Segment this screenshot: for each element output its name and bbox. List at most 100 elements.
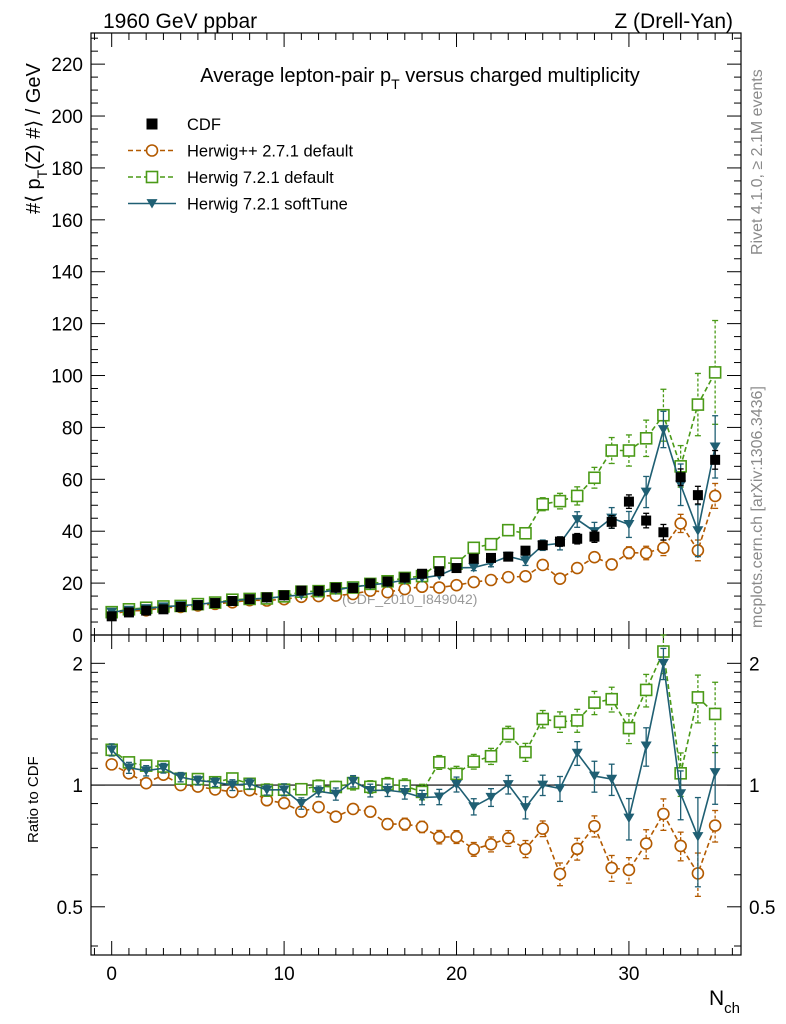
data-point xyxy=(382,576,393,587)
x-axis-label: Nch xyxy=(709,987,740,1017)
data-point xyxy=(537,540,548,551)
data-point xyxy=(692,490,703,501)
data-point xyxy=(588,696,601,709)
mcplots-info: mcplots.cern.ch [arXiv:1306.3436] xyxy=(749,386,766,628)
ratio-y-tick-label: 2 xyxy=(72,654,83,675)
data-point xyxy=(278,785,290,795)
data-point xyxy=(296,585,307,596)
header-energy: 1960 GeV ppbar xyxy=(103,10,257,33)
data-point xyxy=(175,772,187,783)
data-point xyxy=(588,771,600,781)
data-point xyxy=(606,516,617,527)
data-point xyxy=(536,712,550,726)
data-point xyxy=(329,810,343,823)
data-point xyxy=(399,572,410,583)
ratio-y-tick-label: 2 xyxy=(749,654,760,675)
data-point xyxy=(145,144,159,157)
data-point xyxy=(553,494,567,508)
data-point xyxy=(570,489,584,503)
data-point xyxy=(640,741,652,751)
data-point xyxy=(484,573,498,587)
data-point xyxy=(572,533,583,544)
header-process: Z (Drell-Yan) xyxy=(614,10,733,33)
data-point xyxy=(674,517,687,530)
data-point xyxy=(451,563,462,574)
ratio-series-herwig-7-2-1-softtune xyxy=(106,647,721,888)
data-point xyxy=(554,784,566,794)
data-point xyxy=(622,721,636,735)
y-tick-label: 140 xyxy=(51,263,83,284)
legend-label: Herwig 7.2.1 softTune xyxy=(187,196,348,214)
data-point xyxy=(141,605,152,616)
data-point xyxy=(364,786,376,796)
data-point xyxy=(192,600,203,611)
data-point xyxy=(519,570,532,583)
data-point xyxy=(347,776,359,787)
data-point xyxy=(622,863,636,877)
y-tick-label: 20 xyxy=(62,574,83,595)
data-point xyxy=(691,691,705,704)
data-point xyxy=(158,604,169,615)
data-point xyxy=(145,170,159,184)
data-point xyxy=(346,802,360,816)
data-point xyxy=(639,837,653,850)
data-point xyxy=(708,707,722,721)
y-tick-label: 0 xyxy=(72,626,83,647)
data-point xyxy=(312,800,325,814)
data-point xyxy=(709,442,721,452)
data-point xyxy=(398,582,412,596)
data-point xyxy=(261,785,273,795)
data-point xyxy=(467,541,481,555)
data-point xyxy=(501,832,515,845)
data-point xyxy=(295,799,307,809)
data-point xyxy=(501,523,515,537)
data-point xyxy=(588,550,601,564)
ratio-line xyxy=(111,663,716,840)
y-tick-label: 100 xyxy=(51,367,83,388)
legend-label: Herwig++ 2.7.1 default xyxy=(187,143,353,161)
data-point xyxy=(209,777,221,788)
data-point xyxy=(468,563,480,573)
data-point xyxy=(415,820,429,834)
data-point xyxy=(519,556,531,566)
data-point xyxy=(398,817,412,831)
data-point xyxy=(623,520,635,530)
data-point xyxy=(105,758,118,771)
data-point xyxy=(657,658,669,669)
data-point xyxy=(210,598,221,609)
ratio-series-herwig-7-2-1-default xyxy=(105,634,722,801)
legend-entry: CDF xyxy=(146,116,221,134)
data-point xyxy=(519,745,532,759)
data-point xyxy=(381,585,394,599)
data-point xyxy=(657,807,670,821)
data-point xyxy=(536,497,550,511)
data-point xyxy=(330,789,342,799)
ratio-axis-label: Ratio to CDF xyxy=(25,756,42,843)
data-point xyxy=(415,580,429,594)
data-point xyxy=(123,763,135,773)
data-point xyxy=(484,749,498,763)
y-tick-label: 60 xyxy=(62,470,83,491)
data-point xyxy=(675,472,686,483)
data-point xyxy=(622,444,636,457)
data-point xyxy=(605,558,618,571)
data-point xyxy=(640,487,652,497)
data-point xyxy=(467,575,481,589)
data-point xyxy=(639,683,653,697)
data-point xyxy=(570,714,584,727)
legend-entry: Herwig 7.2.1 default xyxy=(128,169,334,187)
data-point xyxy=(226,780,238,791)
data-point xyxy=(365,578,376,589)
series-cdf xyxy=(106,449,721,622)
data-point xyxy=(537,780,549,791)
data-point xyxy=(146,118,158,130)
data-point xyxy=(708,366,722,379)
data-point xyxy=(709,768,721,778)
data-point xyxy=(520,545,531,556)
data-point xyxy=(588,471,601,485)
legend-entry: Herwig 7.2.1 softTune xyxy=(128,196,348,214)
data-point xyxy=(570,842,584,856)
data-point xyxy=(261,592,272,603)
series-herwig-7-2-1-default xyxy=(105,319,722,619)
data-point xyxy=(605,692,618,706)
